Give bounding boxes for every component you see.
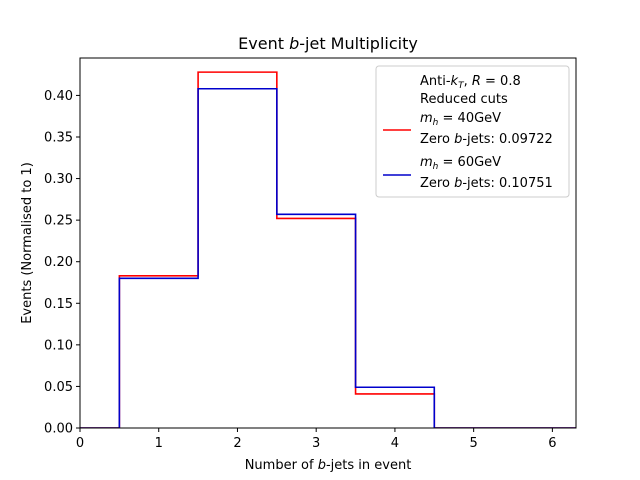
legend-header-line2: Reduced cuts [420, 92, 508, 107]
x-tick-label: 3 [312, 436, 320, 451]
y-tick-label: 0.30 [44, 172, 73, 187]
x-axis-ticks: 0 1 2 3 4 5 6 [76, 428, 557, 451]
y-axis-label: Events (Normalised to 1) [20, 162, 35, 324]
y-tick-label: 0.00 [44, 422, 73, 437]
y-tick-label: 0.05 [44, 380, 73, 395]
y-tick-label: 0.35 [44, 130, 73, 145]
x-axis-label: Number of b-jets in event [245, 458, 412, 473]
y-tick-label: 0.15 [44, 297, 73, 312]
y-tick-label: 0.20 [44, 255, 73, 270]
x-tick-label: 0 [76, 436, 84, 451]
x-tick-label: 2 [233, 436, 241, 451]
series-group [80, 71, 576, 428]
series-line-0 [80, 71, 576, 428]
y-tick-label: 0.40 [44, 89, 73, 104]
legend: Anti-kT, R = 0.8 Reduced cuts mh = 40GeV… [375, 65, 570, 198]
x-tick-label: 1 [155, 436, 163, 451]
x-tick-label: 5 [470, 436, 478, 451]
legend-entry-60gev-zero: Zero b-jets: 0.10751 [420, 176, 553, 191]
y-axis-ticks: 0.00 0.05 0.10 0.15 0.20 0.25 0.30 0.35 0.40 [44, 89, 80, 437]
legend-entry-60gev-name: mh = 60GeV [420, 155, 501, 172]
x-tick-label: 6 [548, 436, 556, 451]
plot-frame [79, 57, 577, 429]
legend-header-line1: Anti-kT, R = 0.8 [420, 74, 521, 91]
legend-entry-40gev-zero: Zero b-jets: 0.09722 [420, 132, 553, 147]
chart-title: Event b-jet Multiplicity [238, 34, 418, 53]
x-tick-label: 4 [391, 436, 399, 451]
y-tick-label: 0.25 [44, 214, 73, 229]
legend-entry-40gev-name: mh = 40GeV [420, 111, 501, 128]
y-tick-label: 0.10 [44, 338, 73, 353]
series-line-1 [80, 87, 576, 428]
legend-box [375, 65, 570, 198]
